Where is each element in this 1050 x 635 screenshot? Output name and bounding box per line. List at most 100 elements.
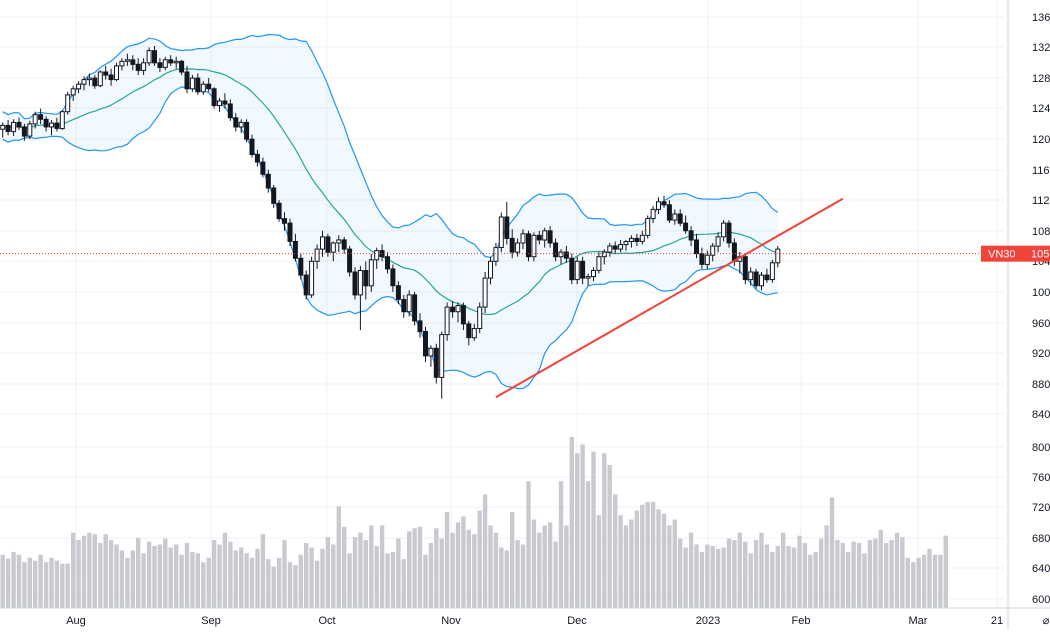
candle-body	[694, 239, 699, 255]
candle-body	[650, 208, 656, 220]
candle-body	[65, 94, 71, 113]
candle-body	[742, 256, 748, 281]
trendline[interactable]	[495, 197, 844, 399]
volume-bar	[851, 541, 856, 608]
volume-bar	[342, 526, 347, 608]
volume-bar	[477, 510, 482, 608]
volume-bar	[390, 551, 396, 608]
candle-body	[195, 77, 201, 93]
candle-body	[238, 121, 244, 128]
candle-body	[157, 62, 163, 68]
candle-body	[179, 60, 185, 73]
candle-body	[184, 71, 190, 90]
volume-bar	[276, 557, 282, 608]
candle-body	[683, 222, 689, 232]
candle-body	[731, 242, 737, 262]
candle-body	[70, 88, 76, 96]
volume-bar	[81, 535, 87, 608]
volume-bar	[434, 528, 439, 608]
volume-bar	[336, 506, 341, 608]
candle-body	[130, 59, 136, 65]
volume-bar	[678, 538, 683, 608]
volume-bar	[743, 541, 748, 608]
candle-body	[482, 277, 488, 308]
candle-body	[406, 294, 412, 313]
volume-bar	[168, 547, 173, 608]
volume-bar	[379, 525, 385, 608]
volume-bar	[623, 525, 629, 608]
bollinger-band-fill	[2, 34, 778, 389]
volume-bar	[856, 543, 862, 608]
candle-body	[710, 245, 716, 256]
volume-bar	[369, 525, 374, 608]
volume-bar	[526, 481, 531, 608]
y-tick-label: 112	[1032, 195, 1050, 207]
candle-body	[114, 65, 119, 81]
volume-bar	[591, 451, 596, 608]
volume-bar	[461, 516, 466, 608]
volume-bar	[5, 558, 11, 608]
candle-body	[417, 320, 423, 333]
volume-bar	[136, 537, 141, 608]
candle-body	[553, 242, 559, 258]
volume-bar	[184, 543, 190, 608]
candle-body	[748, 271, 754, 281]
x-tick-label: Aug	[66, 615, 86, 627]
candle-body	[488, 260, 493, 279]
volume-bar	[710, 546, 715, 608]
candle-body	[515, 242, 521, 253]
volume-bar	[520, 544, 526, 608]
candle-body	[493, 247, 499, 262]
volume-bar	[634, 510, 639, 608]
candle-body	[460, 305, 466, 325]
volume-bar	[580, 444, 585, 608]
volume-bar	[721, 547, 726, 608]
last-price-label: 105	[1031, 249, 1049, 261]
volume-bar	[488, 525, 493, 608]
candle-body	[211, 88, 217, 107]
candle-body	[726, 222, 732, 244]
candle-body	[152, 50, 157, 64]
volume-bar	[407, 531, 412, 608]
volume-bar	[661, 513, 667, 608]
volume-bar	[233, 550, 238, 608]
y-tick-label: 960	[1032, 318, 1050, 330]
volume-bar	[732, 540, 737, 608]
volume-bar	[401, 559, 406, 608]
candle-body	[721, 222, 727, 238]
candle-body	[623, 241, 629, 246]
volume-bar	[428, 543, 434, 608]
volume-bar	[640, 504, 645, 608]
volume-bar	[179, 554, 184, 608]
x-tick-label: 2023	[696, 615, 720, 627]
y-tick-label: 920	[1032, 348, 1050, 360]
y-tick-label: 880	[1032, 379, 1050, 391]
volume-bar	[22, 562, 27, 608]
volume-bar	[54, 560, 60, 608]
volume-bar	[119, 550, 125, 608]
candle-body	[645, 218, 651, 236]
volume-bar	[802, 543, 808, 608]
candle-body	[49, 122, 54, 128]
volume-bar	[569, 437, 574, 608]
volume-bar	[683, 547, 688, 608]
y-tick-label: 128	[1032, 73, 1050, 85]
candle-body	[569, 257, 575, 281]
volume-bar	[255, 548, 260, 608]
y-tick-label: 116	[1032, 165, 1050, 177]
candle-body	[32, 114, 38, 125]
volume-bar	[33, 560, 38, 608]
volume-bar	[884, 543, 889, 608]
volume-bar	[499, 547, 504, 608]
candle-body	[135, 63, 141, 71]
settings-icon[interactable]: ⌀	[1043, 615, 1050, 627]
candle-body	[639, 234, 645, 242]
volume-bar	[943, 535, 948, 608]
volume-bar	[43, 562, 49, 608]
candle-body	[596, 256, 602, 271]
candle-body	[428, 347, 434, 357]
candle-body	[618, 244, 624, 250]
candle-body	[455, 305, 461, 313]
candle-body	[390, 268, 396, 287]
